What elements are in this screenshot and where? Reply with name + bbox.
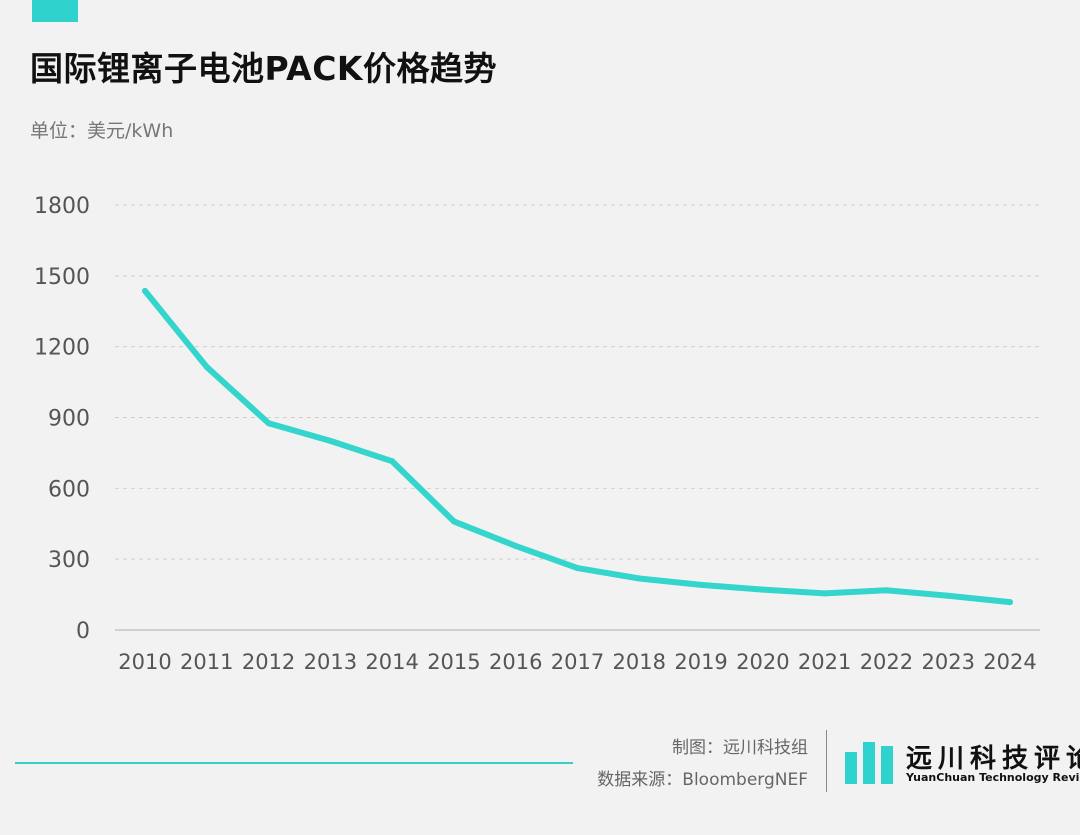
x-tick-label: 2018 (613, 650, 666, 674)
data-point (327, 437, 334, 444)
corner-accent-block (32, 0, 78, 22)
x-tick-label: 2019 (674, 650, 727, 674)
logo-icon (845, 742, 897, 784)
x-tick-label: 2024 (983, 650, 1036, 674)
footer-decorative-line (15, 762, 573, 764)
line-chart: 0 300 600 900 1200 1500 1800 2010 2011 2012 2013 20… (34, 194, 1040, 674)
data-point (574, 565, 581, 572)
x-tick-label: 2015 (427, 650, 480, 674)
data-point (883, 587, 890, 594)
made-by-text: 制图：远川科技组 (672, 738, 808, 758)
footer-divider (826, 730, 827, 792)
data-point (450, 518, 457, 525)
y-tick-label: 1200 (34, 336, 90, 361)
unit-label: 单位：美元/kWh (30, 120, 174, 142)
data-point (512, 542, 519, 549)
x-tick-label: 2013 (304, 650, 357, 674)
x-tick-label: 2010 (118, 650, 171, 674)
data-point (698, 581, 705, 588)
data-point (945, 592, 952, 599)
x-tick-label: 2011 (180, 650, 233, 674)
x-tick-label: 2012 (242, 650, 295, 674)
series-line (142, 287, 1013, 606)
x-tick-label: 2021 (798, 650, 851, 674)
x-tick-label: 2016 (489, 650, 542, 674)
y-tick-label: 1500 (34, 265, 90, 290)
data-point (636, 575, 643, 582)
data-point (821, 590, 828, 597)
data-point (759, 586, 766, 593)
y-tick-label: 900 (48, 407, 90, 432)
y-tick-label: 0 (76, 619, 90, 644)
x-tick-label: 2020 (736, 650, 789, 674)
y-tick-label: 1800 (34, 194, 90, 219)
credits: 制图：远川科技组 数据来源：BloombergNEF (597, 732, 808, 796)
y-tick-label: 600 (48, 477, 90, 502)
x-tick-label: 2023 (921, 650, 974, 674)
logo-name-english: YuanChuan Technology Review (906, 771, 1080, 784)
data-point (265, 420, 272, 427)
data-point (203, 363, 210, 370)
data-point (389, 458, 396, 465)
y-tick-label: 300 (48, 548, 90, 573)
data-point (1007, 599, 1013, 606)
x-tick-label: 2022 (860, 650, 913, 674)
x-tick-label: 2014 (365, 650, 418, 674)
chart-title: 国际锂离子电池PACK价格趋势 (30, 49, 497, 88)
x-tick-label: 2017 (551, 650, 604, 674)
data-source-text: 数据来源：BloombergNEF (597, 770, 808, 790)
logo-name-chinese: 远川科技评论 (906, 744, 1080, 774)
data-point (142, 287, 148, 294)
